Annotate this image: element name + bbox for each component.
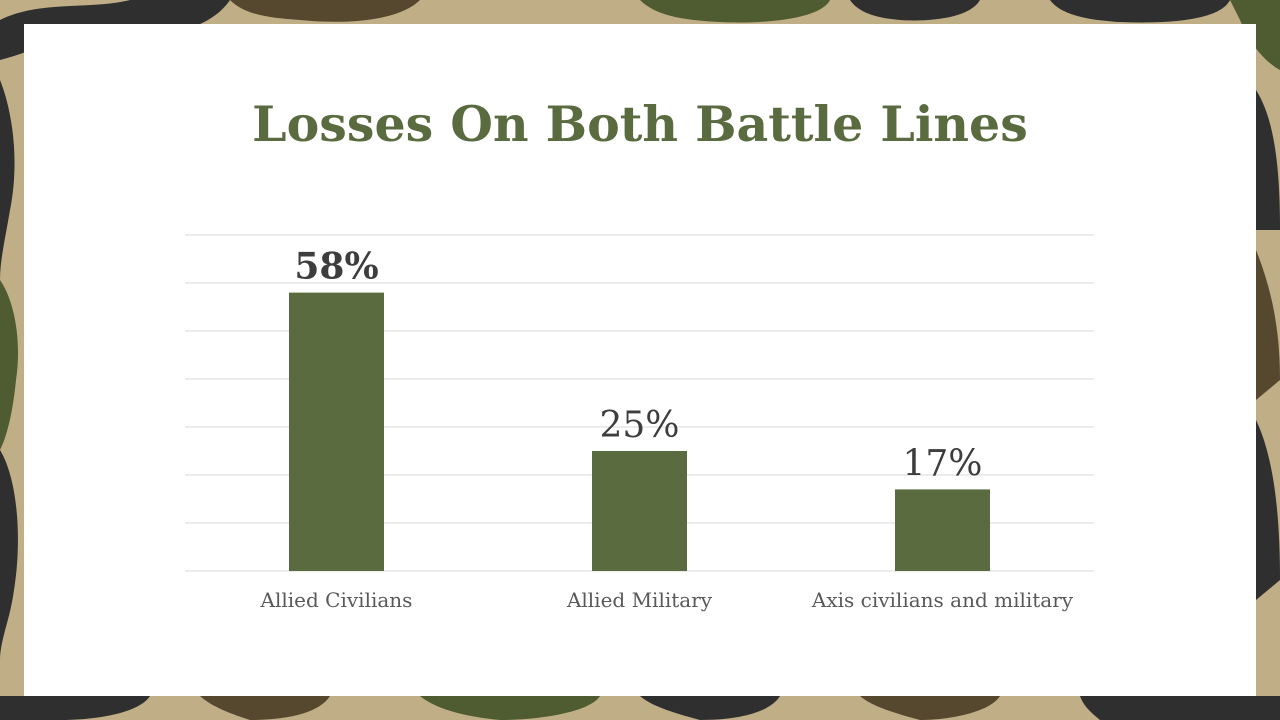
slide-title: Losses On Both Battle Lines	[252, 95, 1028, 153]
bar	[289, 292, 384, 571]
bar	[895, 489, 990, 571]
data-label: 58%	[294, 246, 378, 288]
bar	[592, 451, 687, 571]
data-label: 25%	[599, 405, 679, 446]
category-tick-label: Allied Military	[566, 588, 713, 612]
data-label: 17%	[902, 443, 982, 484]
category-tick-label: Axis civilians and military	[811, 588, 1074, 612]
slide-panel	[24, 24, 1256, 696]
category-tick-label: Allied Civilians	[260, 588, 413, 612]
